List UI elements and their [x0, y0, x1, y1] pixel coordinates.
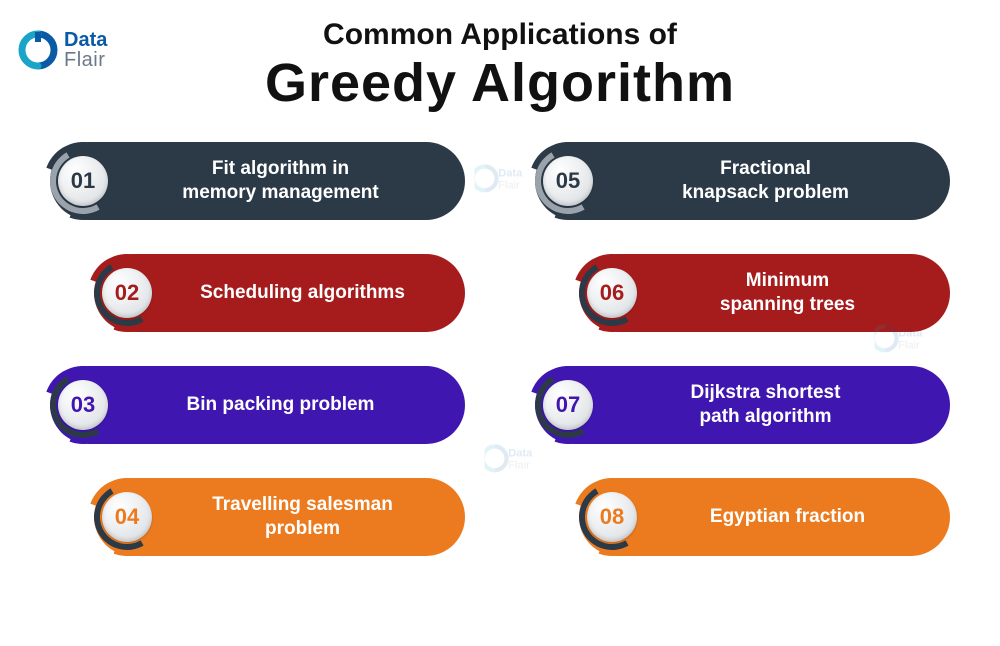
number-badge: 06 — [573, 254, 651, 332]
list-item: 05 Fractionalknapsack problem — [535, 142, 950, 220]
item-label: Scheduling algorithms — [166, 281, 465, 305]
item-label: Fit algorithm inmemory management — [122, 157, 465, 205]
item-label: Fractionalknapsack problem — [607, 157, 950, 205]
logo-mark-icon — [18, 30, 58, 70]
list-item: 02 Scheduling algorithms — [94, 254, 465, 332]
list-item: 03 Bin packing problem — [50, 366, 465, 444]
list-item: 04 Travelling salesmanproblem — [94, 478, 465, 556]
logo: Data Flair — [18, 30, 107, 70]
number-badge: 04 — [88, 478, 166, 556]
list-item: 07 Dijkstra shortestpath algorithm — [535, 366, 950, 444]
item-label: Bin packing problem — [122, 393, 465, 417]
title-line-1: Common Applications of — [0, 18, 1000, 52]
badge-number: 01 — [58, 156, 108, 206]
badge-number: 07 — [543, 380, 593, 430]
list-item: 06 Minimumspanning trees — [579, 254, 950, 332]
badge-number: 06 — [587, 268, 637, 318]
item-label: Travelling salesmanproblem — [166, 493, 465, 541]
number-badge: 08 — [573, 478, 651, 556]
page-title: Common Applications of Greedy Algorithm — [0, 18, 1000, 114]
list-item: 01 Fit algorithm inmemory management — [50, 142, 465, 220]
item-label: Minimumspanning trees — [651, 269, 950, 317]
title-line-2: Greedy Algorithm — [0, 52, 1000, 114]
badge-number: 02 — [102, 268, 152, 318]
badge-number: 08 — [587, 492, 637, 542]
badge-number: 03 — [58, 380, 108, 430]
logo-text-1: Data — [64, 30, 107, 50]
number-badge: 07 — [529, 366, 607, 444]
badge-number: 04 — [102, 492, 152, 542]
item-label: Dijkstra shortestpath algorithm — [607, 381, 950, 429]
number-badge: 01 — [44, 142, 122, 220]
logo-text-2: Flair — [64, 50, 107, 70]
number-badge: 05 — [529, 142, 607, 220]
number-badge: 03 — [44, 366, 122, 444]
list-item: 08 Egyptian fraction — [579, 478, 950, 556]
item-label: Egyptian fraction — [651, 505, 950, 529]
number-badge: 02 — [88, 254, 166, 332]
badge-number: 05 — [543, 156, 593, 206]
items-grid: 01 Fit algorithm inmemory management 02 Sch… — [0, 142, 1000, 556]
